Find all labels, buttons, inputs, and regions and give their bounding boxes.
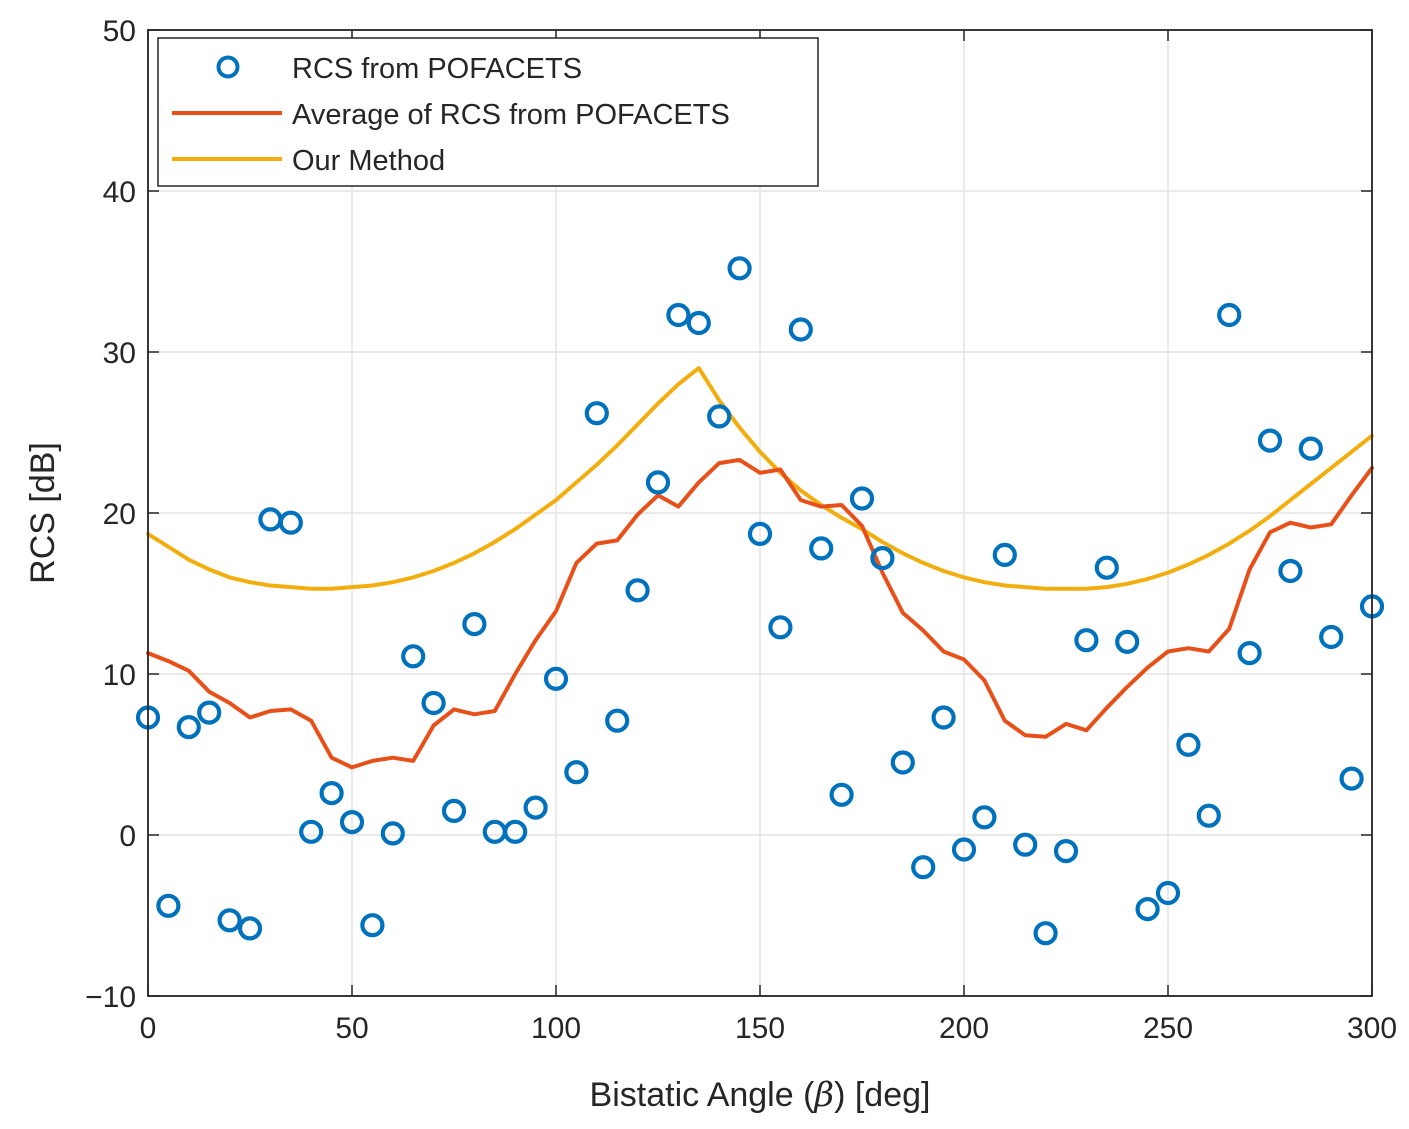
average-rcs-line bbox=[146, 457, 1374, 770]
y-axis-label: RCS [dB] bbox=[24, 442, 62, 584]
rcs-data-point bbox=[870, 545, 895, 571]
rcs-data-point bbox=[1053, 838, 1079, 864]
rcs-data-point bbox=[503, 819, 528, 844]
rcs-data-point bbox=[197, 700, 222, 725]
rcs-data-point bbox=[156, 893, 181, 918]
x-axis-label-text: Bistatic Angle ( bbox=[590, 1076, 816, 1114]
legend-marker-icon bbox=[216, 55, 240, 79]
rcs-data-point bbox=[931, 705, 956, 730]
rcs-data-point bbox=[319, 780, 344, 806]
rcs-data-point bbox=[1135, 896, 1160, 922]
rcs-data-point bbox=[380, 821, 405, 846]
rcs-data-point bbox=[1217, 302, 1242, 328]
y-tick-label: 40 bbox=[103, 176, 136, 209]
x-tick-label: 0 bbox=[140, 1012, 157, 1045]
rcs-data-point bbox=[992, 542, 1017, 568]
legend-entry-average: Average of RCS from POFACETS bbox=[172, 99, 730, 131]
rcs-data-point bbox=[1319, 624, 1344, 650]
legend: RCS from POFACETS Average of RCS from PO… bbox=[157, 37, 819, 187]
our-method-line bbox=[146, 366, 1374, 591]
rcs-data-point bbox=[1298, 436, 1323, 461]
y-tick-label: 20 bbox=[103, 498, 136, 531]
x-tick-label: 150 bbox=[735, 1012, 785, 1045]
rcs-data-point bbox=[1074, 628, 1099, 653]
rcs-data-point bbox=[176, 714, 201, 740]
rcs-data-point bbox=[727, 256, 752, 281]
rcs-data-point bbox=[1115, 629, 1140, 654]
rcs-data-point bbox=[911, 855, 936, 880]
rcs-data-point bbox=[1094, 555, 1119, 580]
rcs-data-point bbox=[1339, 766, 1364, 791]
x-axis-label-unit: ) [deg] bbox=[834, 1076, 930, 1114]
rcs-data-point bbox=[401, 644, 426, 669]
x-axis-label-symbol: β bbox=[812, 1075, 834, 1115]
legend-entry-method: Our Method bbox=[172, 145, 445, 177]
rcs-data-point bbox=[278, 510, 303, 535]
y-tick-label: 10 bbox=[103, 659, 136, 692]
rcs-data-point bbox=[237, 916, 263, 941]
rcs-data-point bbox=[584, 401, 609, 426]
legend-entry-markers: RCS from POFACETS bbox=[216, 53, 582, 85]
x-tick-label: 250 bbox=[1143, 1012, 1193, 1045]
legend-label-average: Average of RCS from POFACETS bbox=[292, 99, 730, 131]
rcs-data-point bbox=[1196, 803, 1221, 828]
rcs-data-point bbox=[747, 521, 773, 547]
rcs-data-point bbox=[890, 750, 915, 775]
plot-area bbox=[135, 256, 1385, 946]
x-tick-label: 100 bbox=[531, 1012, 581, 1045]
legend-label-markers: RCS from POFACETS bbox=[292, 53, 582, 85]
x-tick-label: 200 bbox=[939, 1012, 989, 1045]
rcs-data-point bbox=[564, 760, 589, 785]
rcs-data-point bbox=[768, 615, 793, 640]
rcs-data-point bbox=[707, 404, 732, 429]
rcs-data-point bbox=[543, 666, 569, 691]
rcs-data-point bbox=[217, 908, 242, 933]
rcs-data-point bbox=[625, 578, 650, 603]
rcs-data-point bbox=[829, 782, 854, 807]
rcs-data-point bbox=[339, 809, 365, 835]
rcs-data-point bbox=[972, 805, 997, 830]
rcs-data-point bbox=[645, 470, 671, 495]
rcs-data-point bbox=[1013, 832, 1038, 857]
x-tick-label: 300 bbox=[1347, 1012, 1397, 1045]
rcs-data-point bbox=[523, 795, 548, 820]
rcs-data-point bbox=[788, 317, 813, 342]
rcs-data-point bbox=[299, 819, 324, 844]
rcs-data-point bbox=[462, 611, 487, 637]
rcs-data-point bbox=[360, 913, 385, 938]
y-tick-label: 50 bbox=[103, 15, 136, 48]
rcs-data-point bbox=[1155, 880, 1181, 906]
rcs-data-point bbox=[666, 302, 691, 328]
rcs-data-point bbox=[849, 486, 875, 511]
legend-label-method: Our Method bbox=[292, 145, 445, 177]
y-tick-label: −10 bbox=[85, 981, 136, 1014]
rcs-data-point bbox=[421, 690, 446, 716]
x-tick-label: 50 bbox=[335, 1012, 368, 1045]
y-tick-label: 0 bbox=[119, 820, 136, 853]
rcs-data-point bbox=[605, 708, 630, 733]
rcs-data-point bbox=[686, 310, 711, 336]
rcs-data-point bbox=[1278, 558, 1303, 584]
rcs-data-point bbox=[441, 798, 467, 824]
y-tick-label: 30 bbox=[103, 337, 136, 370]
rcs-data-point bbox=[1033, 921, 1058, 946]
x-axis-label: Bistatic Angle (β) [deg] bbox=[590, 1075, 931, 1115]
rcs-data-point bbox=[809, 536, 834, 561]
rcs-data-point bbox=[951, 837, 977, 862]
rcs-data-point bbox=[1237, 640, 1262, 666]
rcs-data-point bbox=[1176, 732, 1201, 757]
rcs-data-point bbox=[1257, 428, 1283, 453]
